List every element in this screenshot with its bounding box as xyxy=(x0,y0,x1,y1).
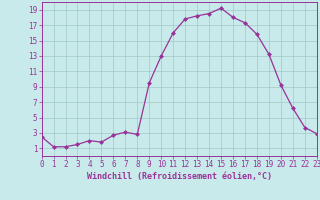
X-axis label: Windchill (Refroidissement éolien,°C): Windchill (Refroidissement éolien,°C) xyxy=(87,172,272,181)
